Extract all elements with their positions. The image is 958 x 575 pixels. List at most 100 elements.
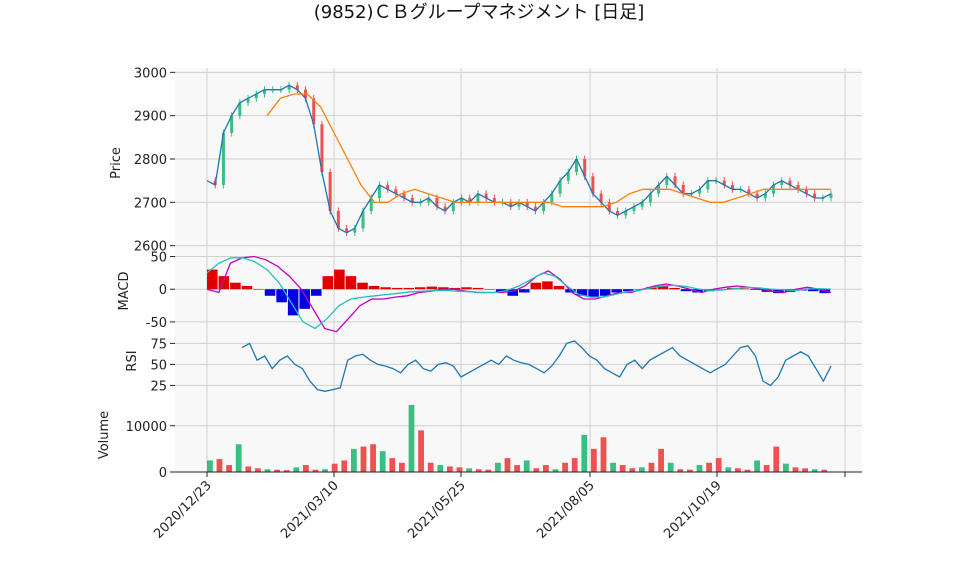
volume-bar	[744, 469, 751, 472]
price-candle	[254, 94, 258, 99]
macd-histogram-bar	[264, 289, 276, 296]
volume-bar	[485, 469, 492, 472]
price-candle	[607, 202, 611, 211]
price-candle	[525, 202, 529, 207]
price-candle	[673, 176, 677, 185]
price-panel: 2600 2700 2800 2900 3000	[134, 66, 862, 255]
price-candle	[221, 133, 225, 185]
price-candle	[558, 180, 562, 194]
x-tick-label: 2021/10/19	[661, 478, 725, 542]
volume-bar	[312, 469, 319, 472]
macd-histogram-bar	[738, 288, 750, 290]
volume-bar	[456, 467, 463, 472]
price-tick-label: 2600	[134, 240, 167, 255]
volume-bar	[303, 465, 309, 472]
macd-histogram-bar	[368, 285, 380, 290]
macd-histogram-bar	[322, 276, 334, 290]
price-tick-label: 2900	[134, 110, 167, 125]
rsi-tick-label: 75	[150, 337, 167, 352]
macd-line	[206, 255, 832, 333]
volume-bar	[245, 466, 252, 472]
macd-histogram-bar	[334, 269, 345, 290]
price-candle	[492, 198, 496, 203]
macd-axis-label: MACD	[117, 272, 132, 311]
price-candle	[632, 206, 636, 211]
volume-bar	[581, 435, 588, 472]
macd-tick-label: 50	[150, 251, 167, 266]
volume-bar	[533, 468, 540, 472]
volume-bar	[658, 448, 664, 472]
x-tick-label: 2021/08/05	[534, 478, 598, 542]
price-candle	[829, 193, 833, 198]
macd-histogram-bar	[230, 282, 241, 290]
macd-histogram-bar	[253, 289, 264, 290]
volume-bar	[619, 465, 626, 472]
price-candle	[706, 180, 710, 190]
volume-bar	[802, 468, 808, 472]
macd-histogram-bar	[426, 286, 438, 290]
volume-bar	[437, 465, 444, 472]
price-candle	[813, 193, 817, 198]
price-candle	[624, 211, 628, 216]
macd-histogram-bar	[311, 289, 322, 296]
volume-bar	[591, 448, 597, 472]
macd-histogram-bar	[623, 289, 634, 292]
macd-histogram-bar	[599, 289, 611, 296]
macd-histogram-bar	[750, 289, 761, 290]
rsi-axis-label: RSI	[125, 350, 140, 371]
price-candle	[484, 193, 488, 198]
volume-bar	[466, 468, 472, 472]
volume-tick-label: 10000	[126, 420, 167, 435]
x-tick-label: 2021/03/10	[278, 478, 342, 542]
volume-bar	[821, 469, 828, 472]
price-candle	[451, 202, 455, 211]
price-ma-line	[266, 93, 831, 208]
price-candle	[246, 98, 250, 103]
macd-histogram-bar	[241, 285, 253, 290]
macd-histogram-bar	[449, 287, 461, 290]
price-candle	[394, 189, 398, 194]
volume-bar	[571, 458, 578, 472]
price-tick-label: 2700	[134, 196, 167, 211]
volume-bar	[562, 462, 568, 472]
volume-bar	[763, 465, 770, 472]
volume-bar	[341, 460, 348, 472]
volume-bar	[773, 446, 780, 472]
price-candle	[410, 198, 414, 203]
volume-bar	[706, 462, 712, 472]
price-candle	[262, 89, 266, 94]
price-candle	[698, 189, 702, 194]
chart-title: (9852)ＣＢグループマネジメント [日足]	[314, 2, 645, 23]
macd-histogram-bar	[415, 287, 426, 290]
price-candle	[517, 202, 521, 207]
macd-histogram-bar	[484, 289, 495, 290]
price-candle	[476, 193, 480, 203]
macd-histogram-bar	[438, 287, 449, 290]
volume-bar	[408, 404, 415, 472]
price-candle	[722, 180, 726, 185]
price-candle	[681, 185, 685, 194]
macd-histogram-bar	[207, 269, 218, 290]
macd-histogram-bar	[542, 281, 553, 290]
macd-histogram-bar	[299, 289, 310, 309]
macd-histogram-bar	[472, 287, 484, 290]
price-candle	[755, 193, 759, 198]
macd-histogram-bar	[287, 289, 299, 316]
macd-histogram-bar	[380, 287, 391, 290]
rsi-panel: 25 50 75	[150, 335, 862, 398]
macd-histogram-bar	[461, 287, 472, 290]
volume-bar	[754, 460, 760, 472]
volume-bar	[351, 448, 357, 472]
price-candle	[460, 198, 464, 203]
price-candle	[583, 159, 587, 177]
volume-bar	[523, 460, 530, 472]
volume-bar	[677, 469, 684, 472]
price-candle	[295, 85, 299, 90]
price-candle	[780, 180, 784, 185]
price-candle	[730, 185, 734, 190]
volume-bar	[399, 462, 405, 472]
volume-bar	[696, 465, 703, 472]
price-candle	[640, 202, 644, 207]
price-candle	[377, 185, 381, 198]
